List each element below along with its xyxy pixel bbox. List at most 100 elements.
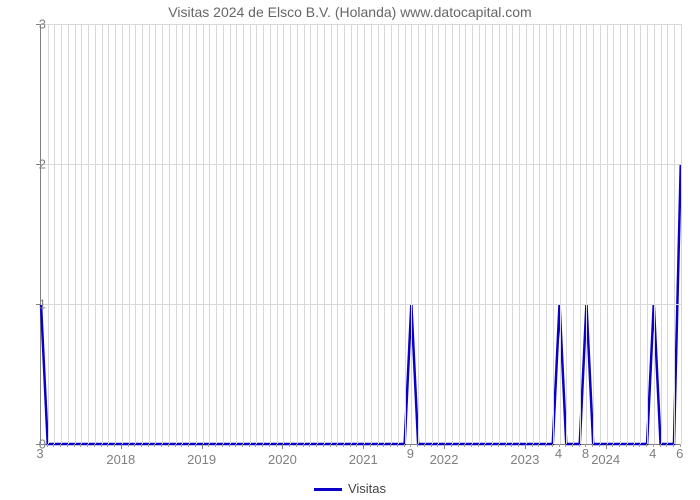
x-minor-tick bbox=[141, 444, 142, 447]
grid-line-v bbox=[310, 24, 311, 444]
x-minor-tick bbox=[404, 444, 405, 447]
x-minor-tick bbox=[195, 444, 196, 447]
grid-line-v bbox=[162, 24, 163, 444]
x-minor-tick bbox=[471, 444, 472, 447]
x-tick-label: 2021 bbox=[349, 452, 378, 467]
x-tick-label: 2024 bbox=[591, 452, 620, 467]
x-minor-tick bbox=[417, 444, 418, 447]
grid-line-v bbox=[425, 24, 426, 444]
x-tick-label: 2020 bbox=[268, 452, 297, 467]
grid-line-v bbox=[526, 24, 527, 444]
grid-line-v bbox=[573, 24, 574, 444]
grid-line-v bbox=[479, 24, 480, 444]
x-minor-tick bbox=[289, 444, 290, 447]
grid-line-v bbox=[95, 24, 96, 444]
grid-line-h bbox=[41, 164, 681, 165]
x-minor-tick bbox=[431, 444, 432, 447]
grid-line-v bbox=[243, 24, 244, 444]
x-tick-mark bbox=[282, 444, 283, 449]
line-series bbox=[41, 24, 681, 444]
x-minor-tick bbox=[538, 444, 539, 447]
x-minor-tick bbox=[478, 444, 479, 447]
grid-line-v bbox=[182, 24, 183, 444]
grid-line-v bbox=[398, 24, 399, 444]
x-minor-tick bbox=[309, 444, 310, 447]
x-minor-tick bbox=[599, 444, 600, 447]
x-minor-tick bbox=[94, 444, 95, 447]
grid-line-v bbox=[405, 24, 406, 444]
x-tick-mark bbox=[444, 444, 445, 449]
x-minor-tick bbox=[262, 444, 263, 447]
grid-line-v bbox=[418, 24, 419, 444]
grid-line-v bbox=[196, 24, 197, 444]
grid-line-v bbox=[627, 24, 628, 444]
x-minor-tick bbox=[53, 444, 54, 447]
grid-line-v bbox=[61, 24, 62, 444]
grid-line-v bbox=[499, 24, 500, 444]
grid-line-v bbox=[337, 24, 338, 444]
grid-line-v bbox=[607, 24, 608, 444]
x-minor-tick bbox=[383, 444, 384, 447]
x-minor-tick bbox=[626, 444, 627, 447]
grid-line-v bbox=[149, 24, 150, 444]
grid-line-h bbox=[41, 24, 681, 25]
grid-line-v bbox=[539, 24, 540, 444]
x-minor-tick bbox=[390, 444, 391, 447]
x-tick-mark bbox=[525, 444, 526, 449]
grid-line-v bbox=[647, 24, 648, 444]
grid-line-v bbox=[344, 24, 345, 444]
grid-line-v bbox=[546, 24, 547, 444]
x-minor-tick bbox=[168, 444, 169, 447]
grid-line-v bbox=[155, 24, 156, 444]
grid-line-v bbox=[378, 24, 379, 444]
x-minor-tick bbox=[639, 444, 640, 447]
grid-line-v bbox=[533, 24, 534, 444]
x-minor-tick bbox=[330, 444, 331, 447]
grid-line-v bbox=[432, 24, 433, 444]
y-tick-label: 2 bbox=[12, 157, 52, 172]
grid-line-v bbox=[519, 24, 520, 444]
x-tick-label: 2022 bbox=[430, 452, 459, 467]
x-minor-tick bbox=[397, 444, 398, 447]
grid-line-v bbox=[283, 24, 284, 444]
grid-line-v bbox=[277, 24, 278, 444]
x-minor-tick bbox=[498, 444, 499, 447]
x-minor-tick bbox=[249, 444, 250, 447]
secondary-x-label: 3 bbox=[36, 446, 43, 461]
grid-line-v bbox=[81, 24, 82, 444]
x-minor-tick bbox=[592, 444, 593, 447]
secondary-x-label: 6 bbox=[676, 446, 683, 461]
grid-line-v bbox=[304, 24, 305, 444]
x-minor-tick bbox=[673, 444, 674, 447]
grid-line-v bbox=[654, 24, 655, 444]
grid-line-v bbox=[169, 24, 170, 444]
x-minor-tick bbox=[175, 444, 176, 447]
secondary-x-label: 8 bbox=[582, 446, 589, 461]
x-minor-tick bbox=[188, 444, 189, 447]
grid-line-v bbox=[391, 24, 392, 444]
x-minor-tick bbox=[148, 444, 149, 447]
x-minor-tick bbox=[296, 444, 297, 447]
grid-line-v bbox=[256, 24, 257, 444]
x-minor-tick bbox=[633, 444, 634, 447]
grid-line-v bbox=[364, 24, 365, 444]
x-minor-tick bbox=[128, 444, 129, 447]
x-minor-tick bbox=[491, 444, 492, 447]
x-minor-tick bbox=[451, 444, 452, 447]
grid-line-v bbox=[371, 24, 372, 444]
grid-line-v bbox=[586, 24, 587, 444]
x-minor-tick bbox=[222, 444, 223, 447]
x-minor-tick bbox=[646, 444, 647, 447]
x-minor-tick bbox=[619, 444, 620, 447]
grid-line-v bbox=[142, 24, 143, 444]
x-minor-tick bbox=[323, 444, 324, 447]
x-minor-tick bbox=[80, 444, 81, 447]
x-minor-tick bbox=[437, 444, 438, 447]
x-minor-tick bbox=[565, 444, 566, 447]
x-minor-tick bbox=[336, 444, 337, 447]
x-minor-tick bbox=[370, 444, 371, 447]
x-minor-tick bbox=[511, 444, 512, 447]
grid-line-v bbox=[681, 24, 682, 444]
grid-line-v bbox=[176, 24, 177, 444]
x-minor-tick bbox=[579, 444, 580, 447]
